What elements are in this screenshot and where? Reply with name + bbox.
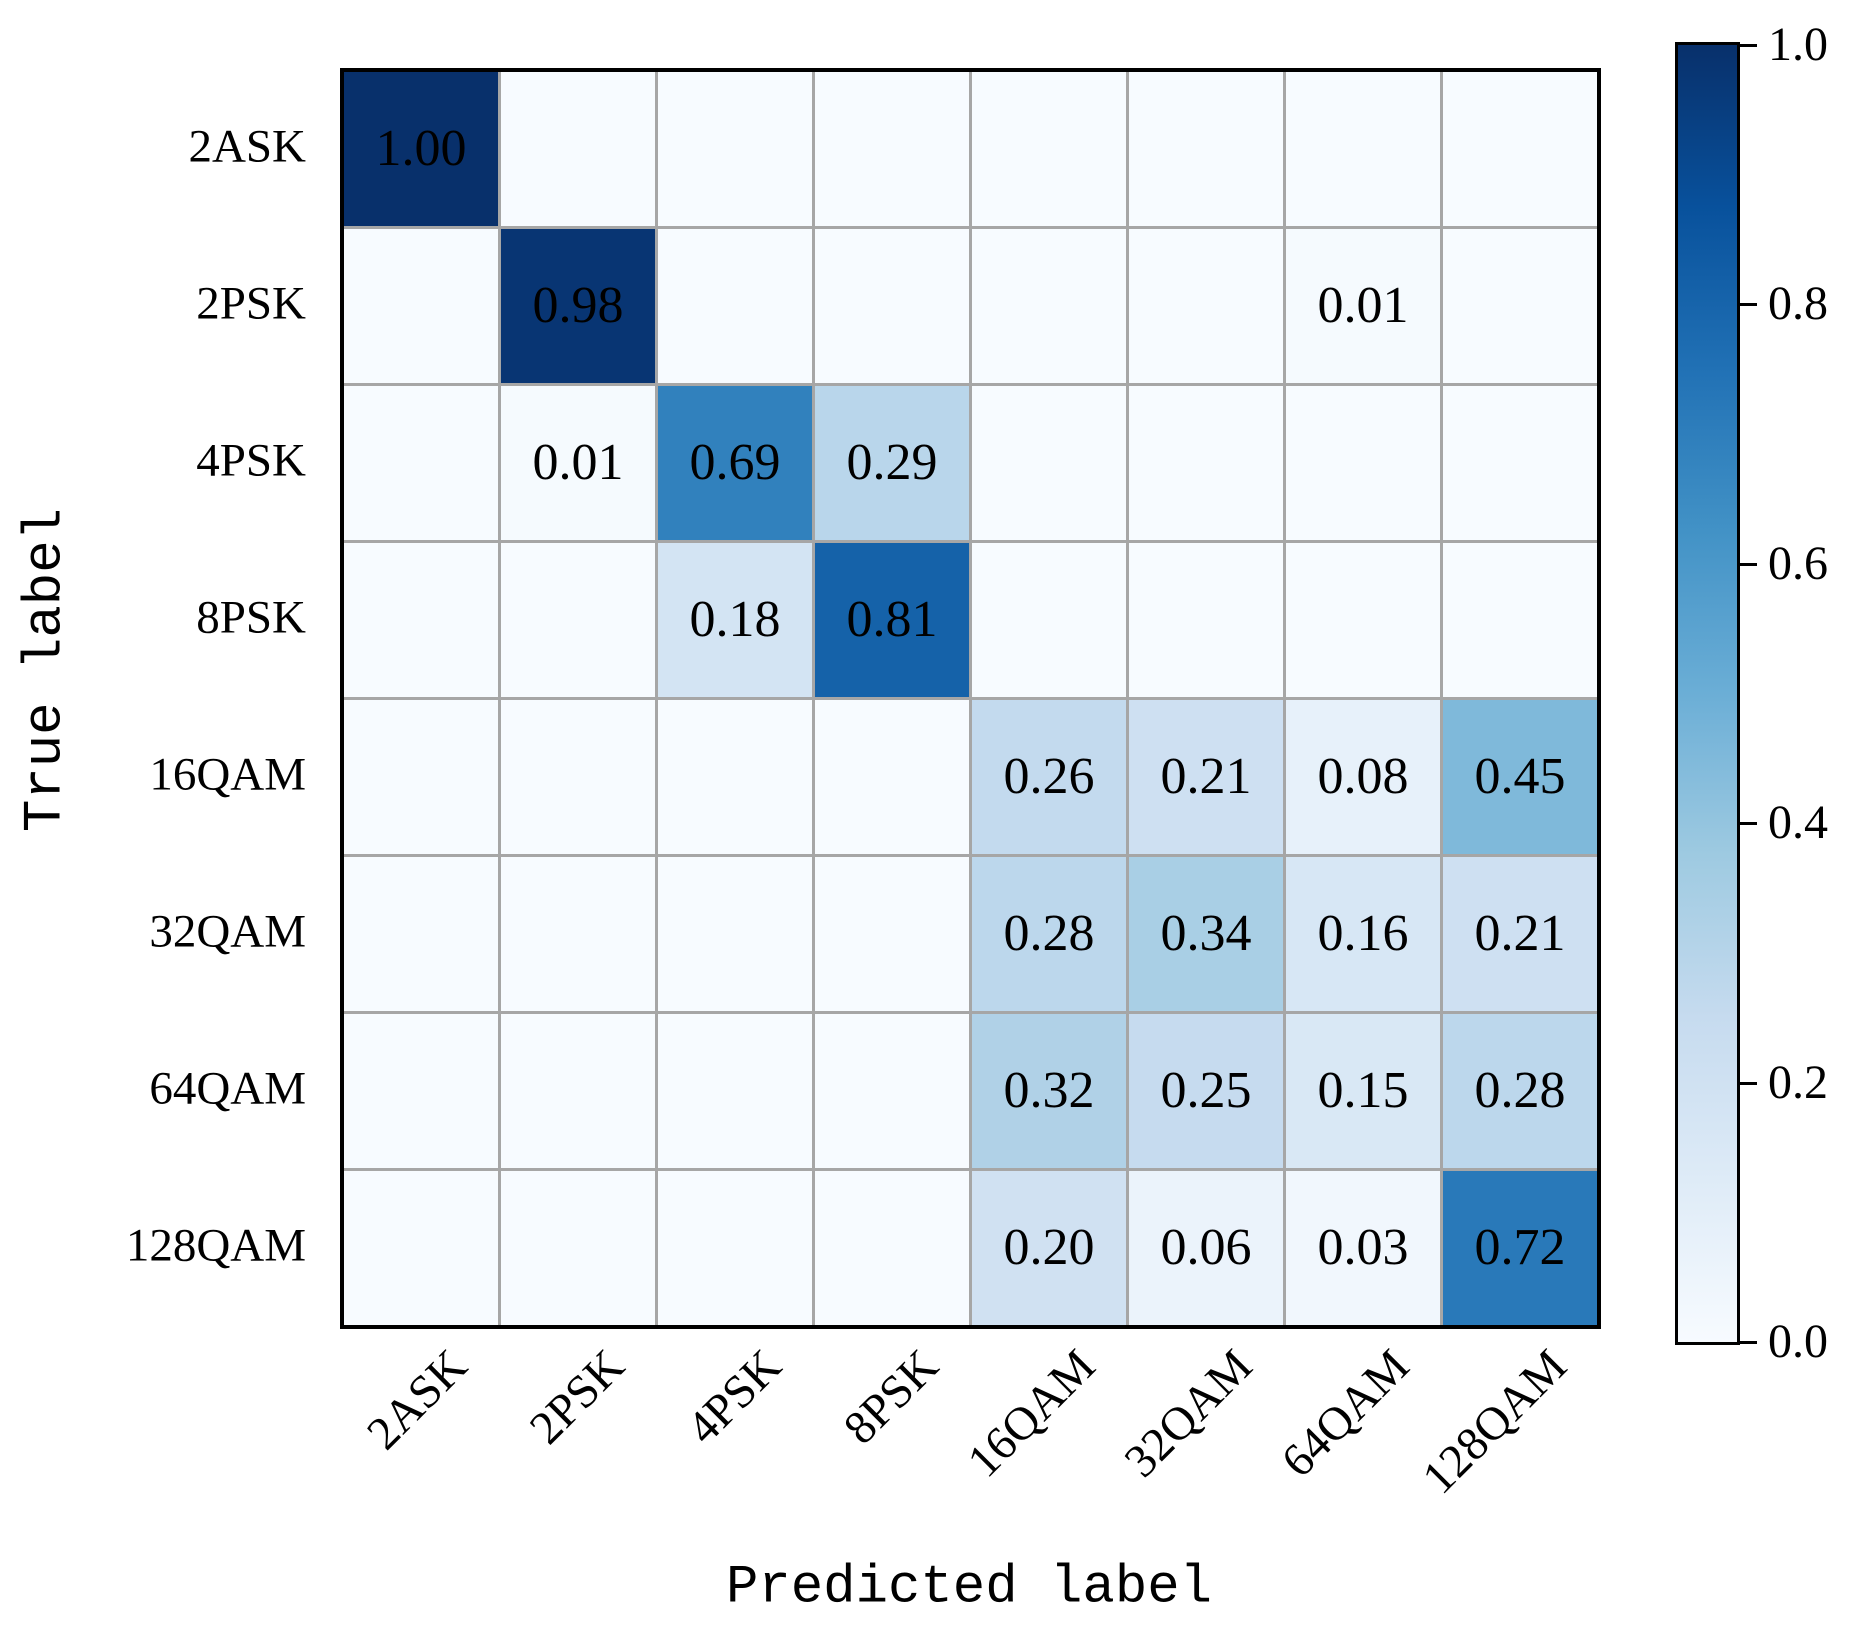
matrix-cell-2PSK-16QAM bbox=[972, 229, 1126, 383]
matrix-cell-32QAM-8PSK bbox=[815, 857, 969, 1011]
matrix-cell-16QAM-4PSK bbox=[658, 700, 812, 854]
matrix-cell-64QAM-16QAM: 0.32 bbox=[972, 1014, 1126, 1168]
matrix-cell-128QAM-8PSK bbox=[815, 1171, 969, 1325]
matrix-cell-32QAM-16QAM: 0.28 bbox=[972, 857, 1126, 1011]
matrix-cell-32QAM-2ASK bbox=[344, 857, 498, 1011]
colorbar-tick-mark bbox=[1740, 1341, 1757, 1344]
matrix-cell-64QAM-128QAM: 0.28 bbox=[1443, 1014, 1597, 1168]
matrix-cell-32QAM-2PSK bbox=[501, 857, 655, 1011]
matrix-cell-16QAM-2PSK bbox=[501, 700, 655, 854]
matrix-cell-128QAM-64QAM: 0.03 bbox=[1286, 1171, 1440, 1325]
matrix-cell-4PSK-2PSK: 0.01 bbox=[501, 386, 655, 540]
matrix-cell-128QAM-2ASK bbox=[344, 1171, 498, 1325]
matrix-cell-32QAM-32QAM: 0.34 bbox=[1129, 857, 1283, 1011]
heatmap-grid: 1.00 0.98 0.01 0.01 0.69 0.29 0.18 0.81 0.26 0.21… bbox=[340, 68, 1601, 1329]
x-tick-label-text: 8PSK bbox=[834, 1339, 949, 1455]
y-tick-label-2PSK: 2PSK bbox=[196, 277, 306, 330]
matrix-cell-32QAM-64QAM: 0.16 bbox=[1286, 857, 1440, 1011]
matrix-cell-128QAM-2PSK bbox=[501, 1171, 655, 1325]
matrix-cell-2PSK-64QAM: 0.01 bbox=[1286, 229, 1440, 383]
colorbar bbox=[1675, 42, 1740, 1345]
x-tick-label-text: 32QAM bbox=[1115, 1339, 1263, 1488]
y-tick-label-4PSK: 4PSK bbox=[196, 434, 306, 487]
matrix-cell-8PSK-64QAM bbox=[1286, 543, 1440, 697]
matrix-cell-16QAM-64QAM: 0.08 bbox=[1286, 700, 1440, 854]
matrix-cell-4PSK-64QAM bbox=[1286, 386, 1440, 540]
y-tick-label-8PSK: 8PSK bbox=[196, 591, 306, 644]
matrix-cell-128QAM-128QAM: 0.72 bbox=[1443, 1171, 1597, 1325]
matrix-cell-4PSK-128QAM bbox=[1443, 386, 1597, 540]
matrix-cell-2PSK-2PSK: 0.98 bbox=[501, 229, 655, 383]
x-axis-title: Predicted label bbox=[725, 1557, 1213, 1619]
y-tick-label-64QAM: 64QAM bbox=[149, 1062, 306, 1115]
matrix-cell-2PSK-128QAM bbox=[1443, 229, 1597, 383]
matrix-cell-4PSK-2ASK bbox=[344, 386, 498, 540]
matrix-cell-2PSK-2ASK bbox=[344, 229, 498, 383]
x-tick-label-text: 16QAM bbox=[958, 1339, 1106, 1488]
matrix-cell-128QAM-4PSK bbox=[658, 1171, 812, 1325]
colorbar-tick-label-0.0: 0.0 bbox=[1768, 1315, 1828, 1368]
matrix-cell-2PSK-32QAM bbox=[1129, 229, 1283, 383]
matrix-cell-32QAM-4PSK bbox=[658, 857, 812, 1011]
matrix-cell-8PSK-2ASK bbox=[344, 543, 498, 697]
colorbar-tick-mark bbox=[1740, 44, 1757, 47]
matrix-cell-2PSK-4PSK bbox=[658, 229, 812, 383]
matrix-cell-2ASK-2PSK bbox=[501, 72, 655, 226]
colorbar-tick-mark bbox=[1740, 822, 1757, 826]
matrix-cell-8PSK-32QAM bbox=[1129, 543, 1283, 697]
x-tick-label-text: 2PSK bbox=[520, 1339, 635, 1455]
matrix-cell-2ASK-128QAM bbox=[1443, 72, 1597, 226]
matrix-cell-8PSK-128QAM bbox=[1443, 543, 1597, 697]
matrix-cell-2ASK-8PSK bbox=[815, 72, 969, 226]
matrix-cell-64QAM-8PSK bbox=[815, 1014, 969, 1168]
matrix-cell-128QAM-16QAM: 0.20 bbox=[972, 1171, 1126, 1325]
matrix-cell-4PSK-8PSK: 0.29 bbox=[815, 386, 969, 540]
matrix-cell-2ASK-32QAM bbox=[1129, 72, 1283, 226]
colorbar-tick-mark bbox=[1740, 1081, 1757, 1085]
y-tick-label-32QAM: 32QAM bbox=[149, 905, 306, 958]
matrix-cell-2ASK-64QAM bbox=[1286, 72, 1440, 226]
matrix-cell-16QAM-2ASK bbox=[344, 700, 498, 854]
colorbar-tick-label-0.8: 0.8 bbox=[1768, 277, 1828, 331]
x-tick-label-text: 2ASK bbox=[357, 1339, 478, 1460]
matrix-cell-64QAM-64QAM: 0.15 bbox=[1286, 1014, 1440, 1168]
matrix-cell-8PSK-16QAM bbox=[972, 543, 1126, 697]
matrix-cell-16QAM-16QAM: 0.26 bbox=[972, 700, 1126, 854]
matrix-cell-2ASK-16QAM bbox=[972, 72, 1126, 226]
x-tick-label-text: 64QAM bbox=[1272, 1339, 1420, 1488]
x-tick-label-text: 4PSK bbox=[677, 1339, 792, 1455]
matrix-cell-64QAM-32QAM: 0.25 bbox=[1129, 1014, 1283, 1168]
y-tick-label-2ASK: 2ASK bbox=[188, 120, 306, 173]
matrix-cell-32QAM-128QAM: 0.21 bbox=[1443, 857, 1597, 1011]
matrix-cell-128QAM-32QAM: 0.06 bbox=[1129, 1171, 1283, 1325]
y-tick-label-16QAM: 16QAM bbox=[149, 748, 306, 801]
colorbar-tick-mark bbox=[1740, 562, 1757, 566]
matrix-cell-2ASK-4PSK bbox=[658, 72, 812, 226]
matrix-cell-4PSK-4PSK: 0.69 bbox=[658, 386, 812, 540]
matrix-cell-4PSK-32QAM bbox=[1129, 386, 1283, 540]
matrix-cell-64QAM-2ASK bbox=[344, 1014, 498, 1168]
colorbar-tick-label-0.2: 0.2 bbox=[1768, 1055, 1828, 1109]
colorbar-tick-label-0.6: 0.6 bbox=[1768, 536, 1828, 590]
matrix-cell-16QAM-32QAM: 0.21 bbox=[1129, 700, 1283, 854]
x-tick-label-text: 128QAM bbox=[1412, 1339, 1577, 1505]
matrix-cell-2ASK-2ASK: 1.00 bbox=[344, 72, 498, 226]
matrix-cell-64QAM-2PSK bbox=[501, 1014, 655, 1168]
matrix-cell-8PSK-2PSK bbox=[501, 543, 655, 697]
matrix-cell-16QAM-8PSK bbox=[815, 700, 969, 854]
matrix-cell-16QAM-128QAM: 0.45 bbox=[1443, 700, 1597, 854]
y-tick-label-128QAM: 128QAM bbox=[125, 1219, 306, 1272]
matrix-cell-2PSK-8PSK bbox=[815, 229, 969, 383]
colorbar-tick-mark bbox=[1740, 303, 1757, 307]
colorbar-tick-label-1.0: 1.0 bbox=[1768, 18, 1828, 71]
matrix-cell-8PSK-4PSK: 0.18 bbox=[658, 543, 812, 697]
colorbar-tick-label-0.4: 0.4 bbox=[1768, 796, 1828, 850]
matrix-cell-64QAM-4PSK bbox=[658, 1014, 812, 1168]
matrix-cell-4PSK-16QAM bbox=[972, 386, 1126, 540]
matrix-cell-8PSK-8PSK: 0.81 bbox=[815, 543, 969, 697]
